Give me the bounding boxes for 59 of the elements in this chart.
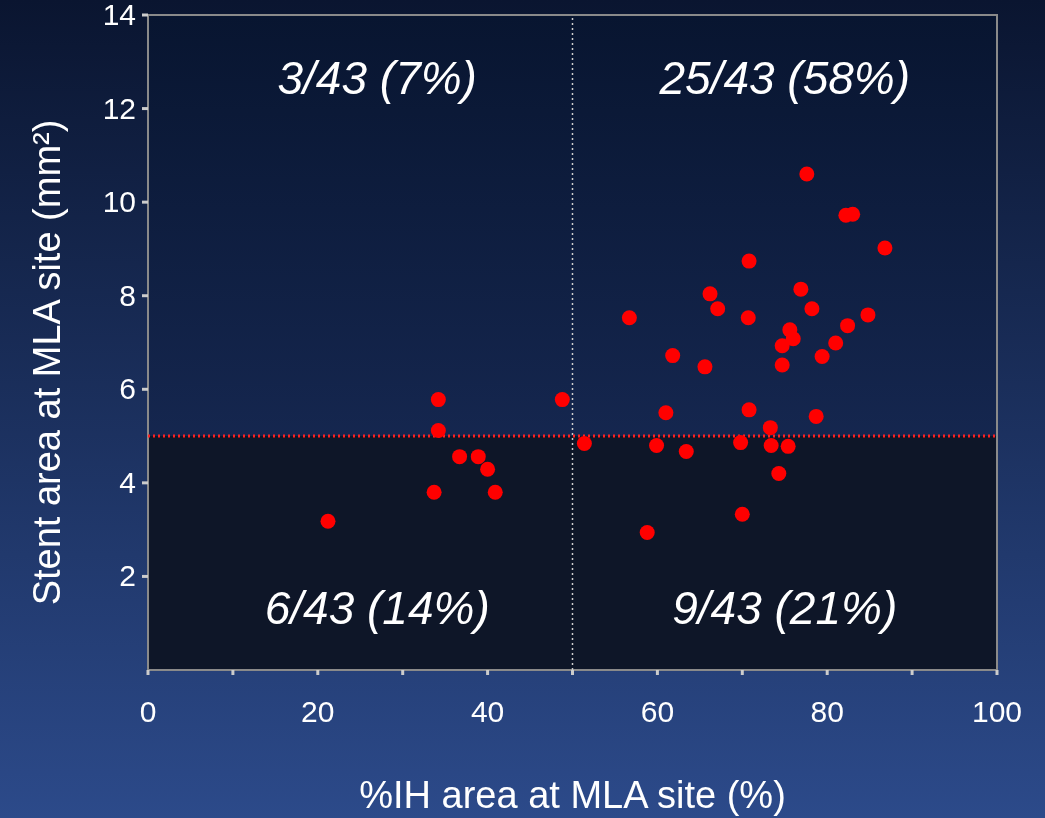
y-axis-title: Stent area at MLA site (mm²) (26, 119, 68, 606)
point (426, 484, 442, 500)
annotation: 3/43 (7%) (277, 51, 477, 104)
point (320, 513, 336, 529)
x-axis-title: %IH area at MLA site (%) (359, 774, 786, 816)
y-tick-label: 6 (119, 372, 136, 406)
x-tick-label: 20 (301, 695, 335, 728)
point (763, 437, 779, 453)
point (741, 402, 757, 418)
point (774, 338, 790, 354)
y-tick-label: 10 (102, 185, 136, 219)
point (785, 331, 801, 347)
point (576, 436, 592, 452)
x-tick-label: 100 (971, 695, 1023, 728)
point (430, 422, 446, 438)
x-tick-label: 80 (810, 695, 844, 728)
x-tick-label: 0 (139, 695, 157, 728)
point (621, 310, 637, 326)
point (799, 166, 815, 182)
point (860, 307, 876, 323)
point (740, 310, 756, 326)
point (814, 349, 830, 365)
point (741, 253, 757, 269)
point (734, 506, 750, 522)
point (697, 359, 713, 375)
point (808, 408, 824, 424)
point (452, 449, 468, 465)
point (678, 444, 694, 460)
point (877, 240, 893, 256)
point (480, 461, 496, 477)
point (774, 357, 790, 373)
y-tick-label: 14 (102, 0, 136, 31)
annotation: 6/43 (14%) (264, 582, 490, 635)
point (665, 348, 681, 364)
point (793, 281, 809, 297)
point (804, 301, 820, 317)
point (828, 335, 844, 351)
point (470, 449, 486, 465)
point (710, 301, 726, 317)
point (487, 484, 503, 500)
point (554, 392, 570, 408)
point (733, 435, 749, 451)
point (702, 286, 718, 302)
y-tick-label: 2 (119, 559, 136, 593)
point (649, 437, 665, 453)
point (430, 392, 446, 408)
y-tick-label: 4 (119, 465, 136, 499)
point (771, 466, 787, 481)
annotation: 9/43 (21%) (672, 582, 898, 635)
point (762, 420, 778, 436)
x-tick-label: 40 (470, 695, 505, 728)
point (780, 438, 796, 454)
y-tick-label: 12 (102, 91, 136, 125)
y-tick-label: 8 (119, 278, 136, 312)
point (840, 318, 856, 334)
x-tick-label: 60 (640, 695, 675, 728)
point (639, 524, 655, 540)
annotation: 25/43 (58%) (658, 51, 911, 104)
point (658, 405, 674, 421)
